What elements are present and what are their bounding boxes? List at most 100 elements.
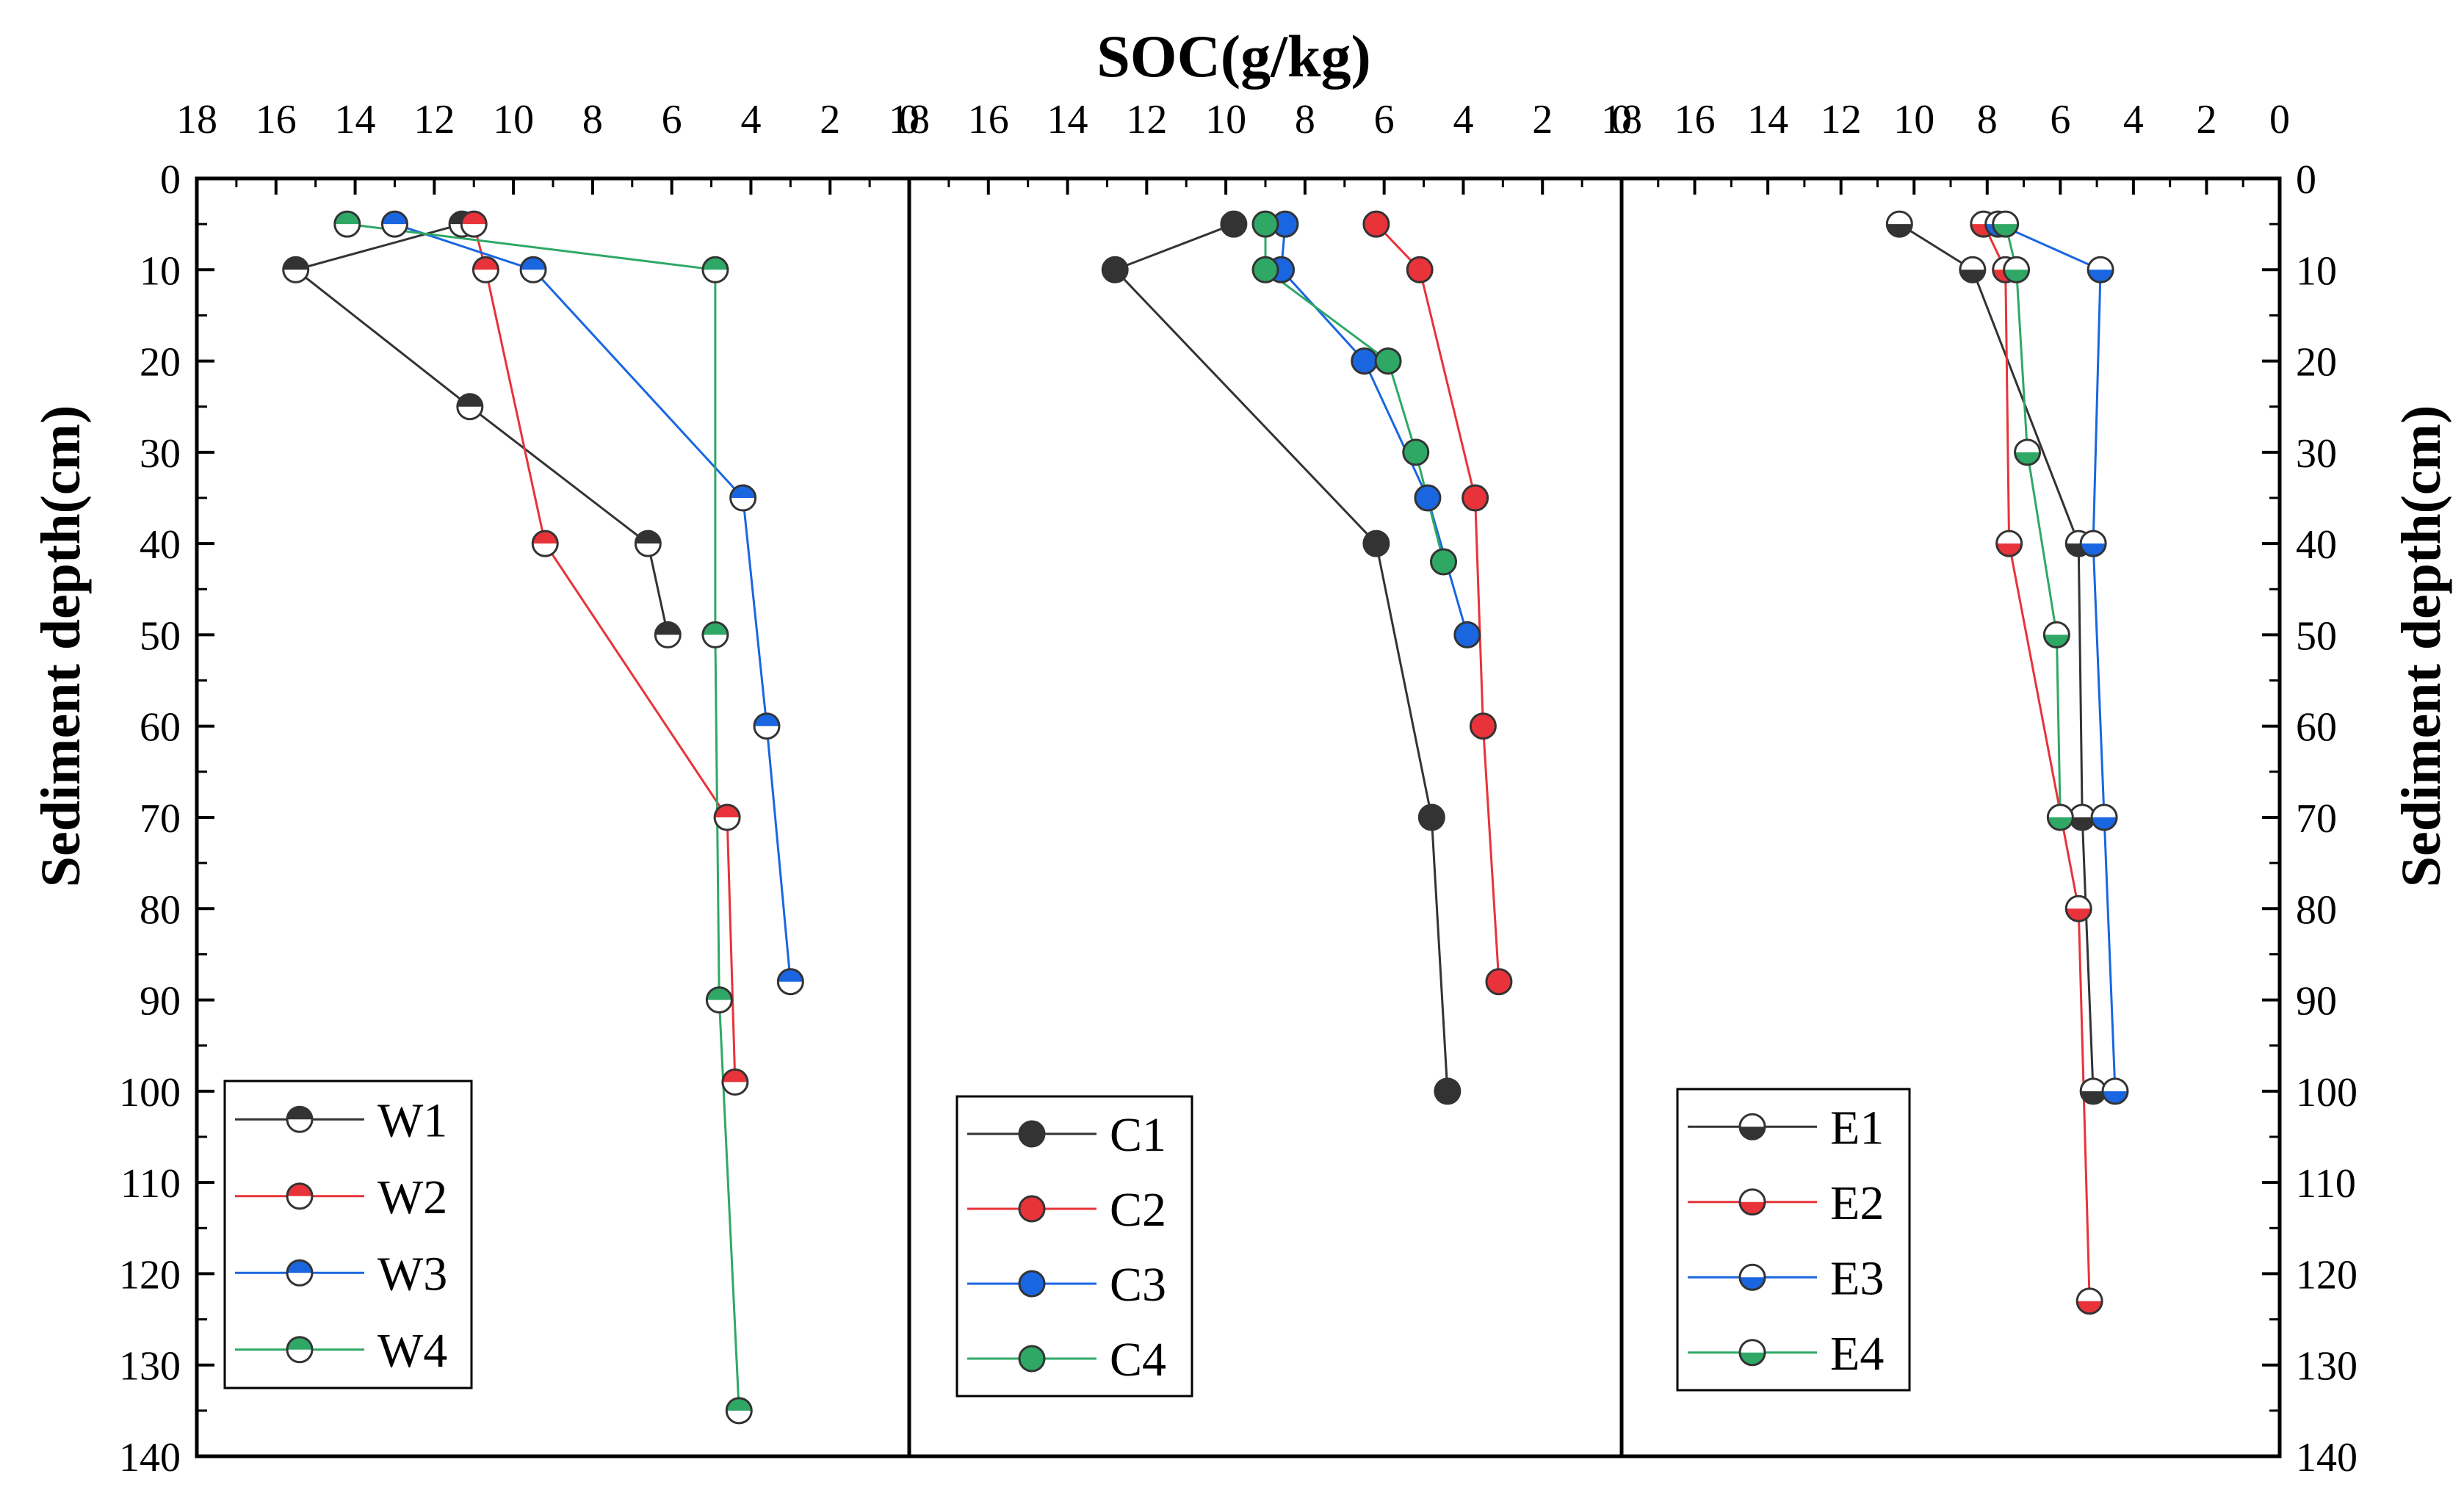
legend-label-C2: C2 [1110, 1183, 1166, 1237]
point-W4-1 [701, 256, 729, 283]
point-W4-3 [705, 986, 733, 1014]
point-C3-2-fill [1351, 348, 1377, 374]
point-E4-2-fill [2015, 452, 2040, 465]
point-E2-3-ring [2064, 894, 2092, 922]
point-E3-4-ring [2101, 1077, 2129, 1105]
legend-marker-fill-E1 [1740, 1127, 1765, 1140]
legend-marker-C4 [1018, 1345, 1046, 1373]
legend-label-W4: W4 [377, 1324, 447, 1378]
x-tick-label-p1-8: 2 [1532, 97, 1553, 142]
point-C1-3-ring [1417, 803, 1445, 831]
x-tick-label-p1-1: 16 [968, 97, 1009, 142]
x-tick-label-p1-3: 12 [1126, 97, 1167, 142]
point-W4-4 [725, 1397, 753, 1425]
point-W4-4-ring [725, 1397, 753, 1425]
point-E1-3-fill [2070, 817, 2095, 830]
legend-box-E [1676, 1088, 1911, 1392]
point-E1-1 [1959, 256, 1987, 283]
x-tick-label-p0-0: 18 [176, 97, 217, 142]
point-W2-3-ring [713, 803, 741, 831]
x-tick-label-p0-6: 6 [662, 97, 682, 142]
line-E1 [1898, 223, 2095, 1091]
point-E3-2 [2079, 529, 2107, 557]
point-E2-3 [2064, 894, 2092, 922]
y-tick-label-left-8: 80 [140, 887, 181, 933]
point-C2-0 [1362, 210, 1390, 238]
legend-marker-fill-E3 [1740, 1277, 1765, 1290]
point-C1-0-fill [1221, 212, 1246, 237]
x-tick-label-p0-8: 2 [820, 97, 840, 142]
legend-marker-ring-C1 [1018, 1120, 1046, 1148]
point-E4-4-fill [2048, 817, 2073, 830]
legend-marker-W4 [286, 1336, 314, 1364]
legend-marker-fill-W4 [287, 1337, 312, 1350]
point-E4-0-ring [1992, 210, 2020, 238]
legend-E: E1 E2 E3 E4 [1676, 1088, 1911, 1392]
legend-marker-E3 [1738, 1263, 1766, 1291]
legends: W1 W2 W3 W4 C1 C2 C3 C4 E1 E2 E3 E4 [223, 1080, 1911, 1398]
x-tick-label-p1-7: 4 [1453, 97, 1473, 142]
legend-marker-fill-W1 [287, 1107, 312, 1120]
point-W1-1-ring [282, 256, 310, 283]
y-tick-label-left-1: 10 [140, 248, 181, 294]
point-W1-3-fill [635, 531, 661, 544]
point-E4-1 [2003, 256, 2031, 283]
legend-marker-fill-C2 [1019, 1196, 1044, 1221]
point-E2-3-fill [2066, 908, 2092, 922]
point-W4-4-fill [726, 1398, 752, 1411]
point-W1-4-fill [655, 622, 681, 635]
point-C2-2-ring [1462, 484, 1489, 512]
y-tick-label-left-0: 0 [160, 157, 181, 203]
legend-marker-ring-W1 [286, 1105, 314, 1133]
point-C4-0-fill [1253, 212, 1278, 237]
y-axis-label-right: Sediment depth(cm) [2391, 405, 2452, 888]
legend-marker-ring-E1 [1738, 1113, 1766, 1140]
point-C2-4-fill [1486, 969, 1511, 994]
y-tick-label-right-11: 110 [2296, 1161, 2356, 1207]
legend-marker-W1 [286, 1105, 314, 1133]
x-tick-label-p0-5: 8 [582, 97, 603, 142]
point-C1-0-ring [1220, 210, 1248, 238]
point-W2-2 [531, 529, 559, 557]
point-E4-4-ring [2046, 803, 2074, 831]
point-C2-4-ring [1485, 968, 1513, 996]
point-E3-1-fill [2088, 270, 2114, 283]
legend-label-E4: E4 [1830, 1327, 1884, 1381]
point-W4-1-fill [702, 257, 728, 270]
point-E2-2 [1995, 529, 2023, 557]
legend-label-E2: E2 [1830, 1176, 1884, 1230]
point-C2-1-fill [1407, 257, 1433, 283]
point-C1-4 [1434, 1077, 1462, 1105]
point-E4-2-ring [2014, 438, 2042, 466]
x-tick-label-p0-9: 0 [899, 97, 920, 142]
point-C1-4-fill [1434, 1078, 1460, 1104]
point-W1-2 [456, 393, 484, 421]
point-W2-0-ring [460, 210, 488, 238]
legend-marker-ring-W3 [286, 1259, 314, 1287]
legend-marker-C1 [1018, 1120, 1046, 1148]
y-tick-label-right-10: 100 [2296, 1070, 2358, 1116]
legend-marker-W2 [286, 1182, 314, 1210]
point-C3-0 [1271, 210, 1299, 238]
point-W2-3 [713, 803, 741, 831]
point-W1-4-ring [654, 621, 682, 648]
point-C1-2-fill [1363, 531, 1389, 557]
legend-marker-fill-W3 [287, 1260, 312, 1273]
line-W2 [472, 223, 737, 1082]
legend-label-E1: E1 [1830, 1101, 1884, 1154]
point-C4-1 [1251, 256, 1279, 283]
point-C1-3 [1417, 803, 1445, 831]
legend-box-W [223, 1080, 473, 1389]
point-E2-2-fill [1996, 543, 2022, 557]
line-E4 [2004, 223, 2062, 818]
chart-title: SOC(g/kg) [1096, 23, 1371, 90]
legend-marker-E2 [1738, 1188, 1766, 1216]
point-W2-1 [472, 256, 499, 283]
legend-marker-ring-C2 [1018, 1195, 1046, 1223]
point-E1-0-fill [1887, 224, 1912, 237]
point-E2-4 [2075, 1287, 2103, 1315]
point-C2-3 [1469, 712, 1497, 740]
legend-marker-ring-E2 [1738, 1188, 1766, 1216]
